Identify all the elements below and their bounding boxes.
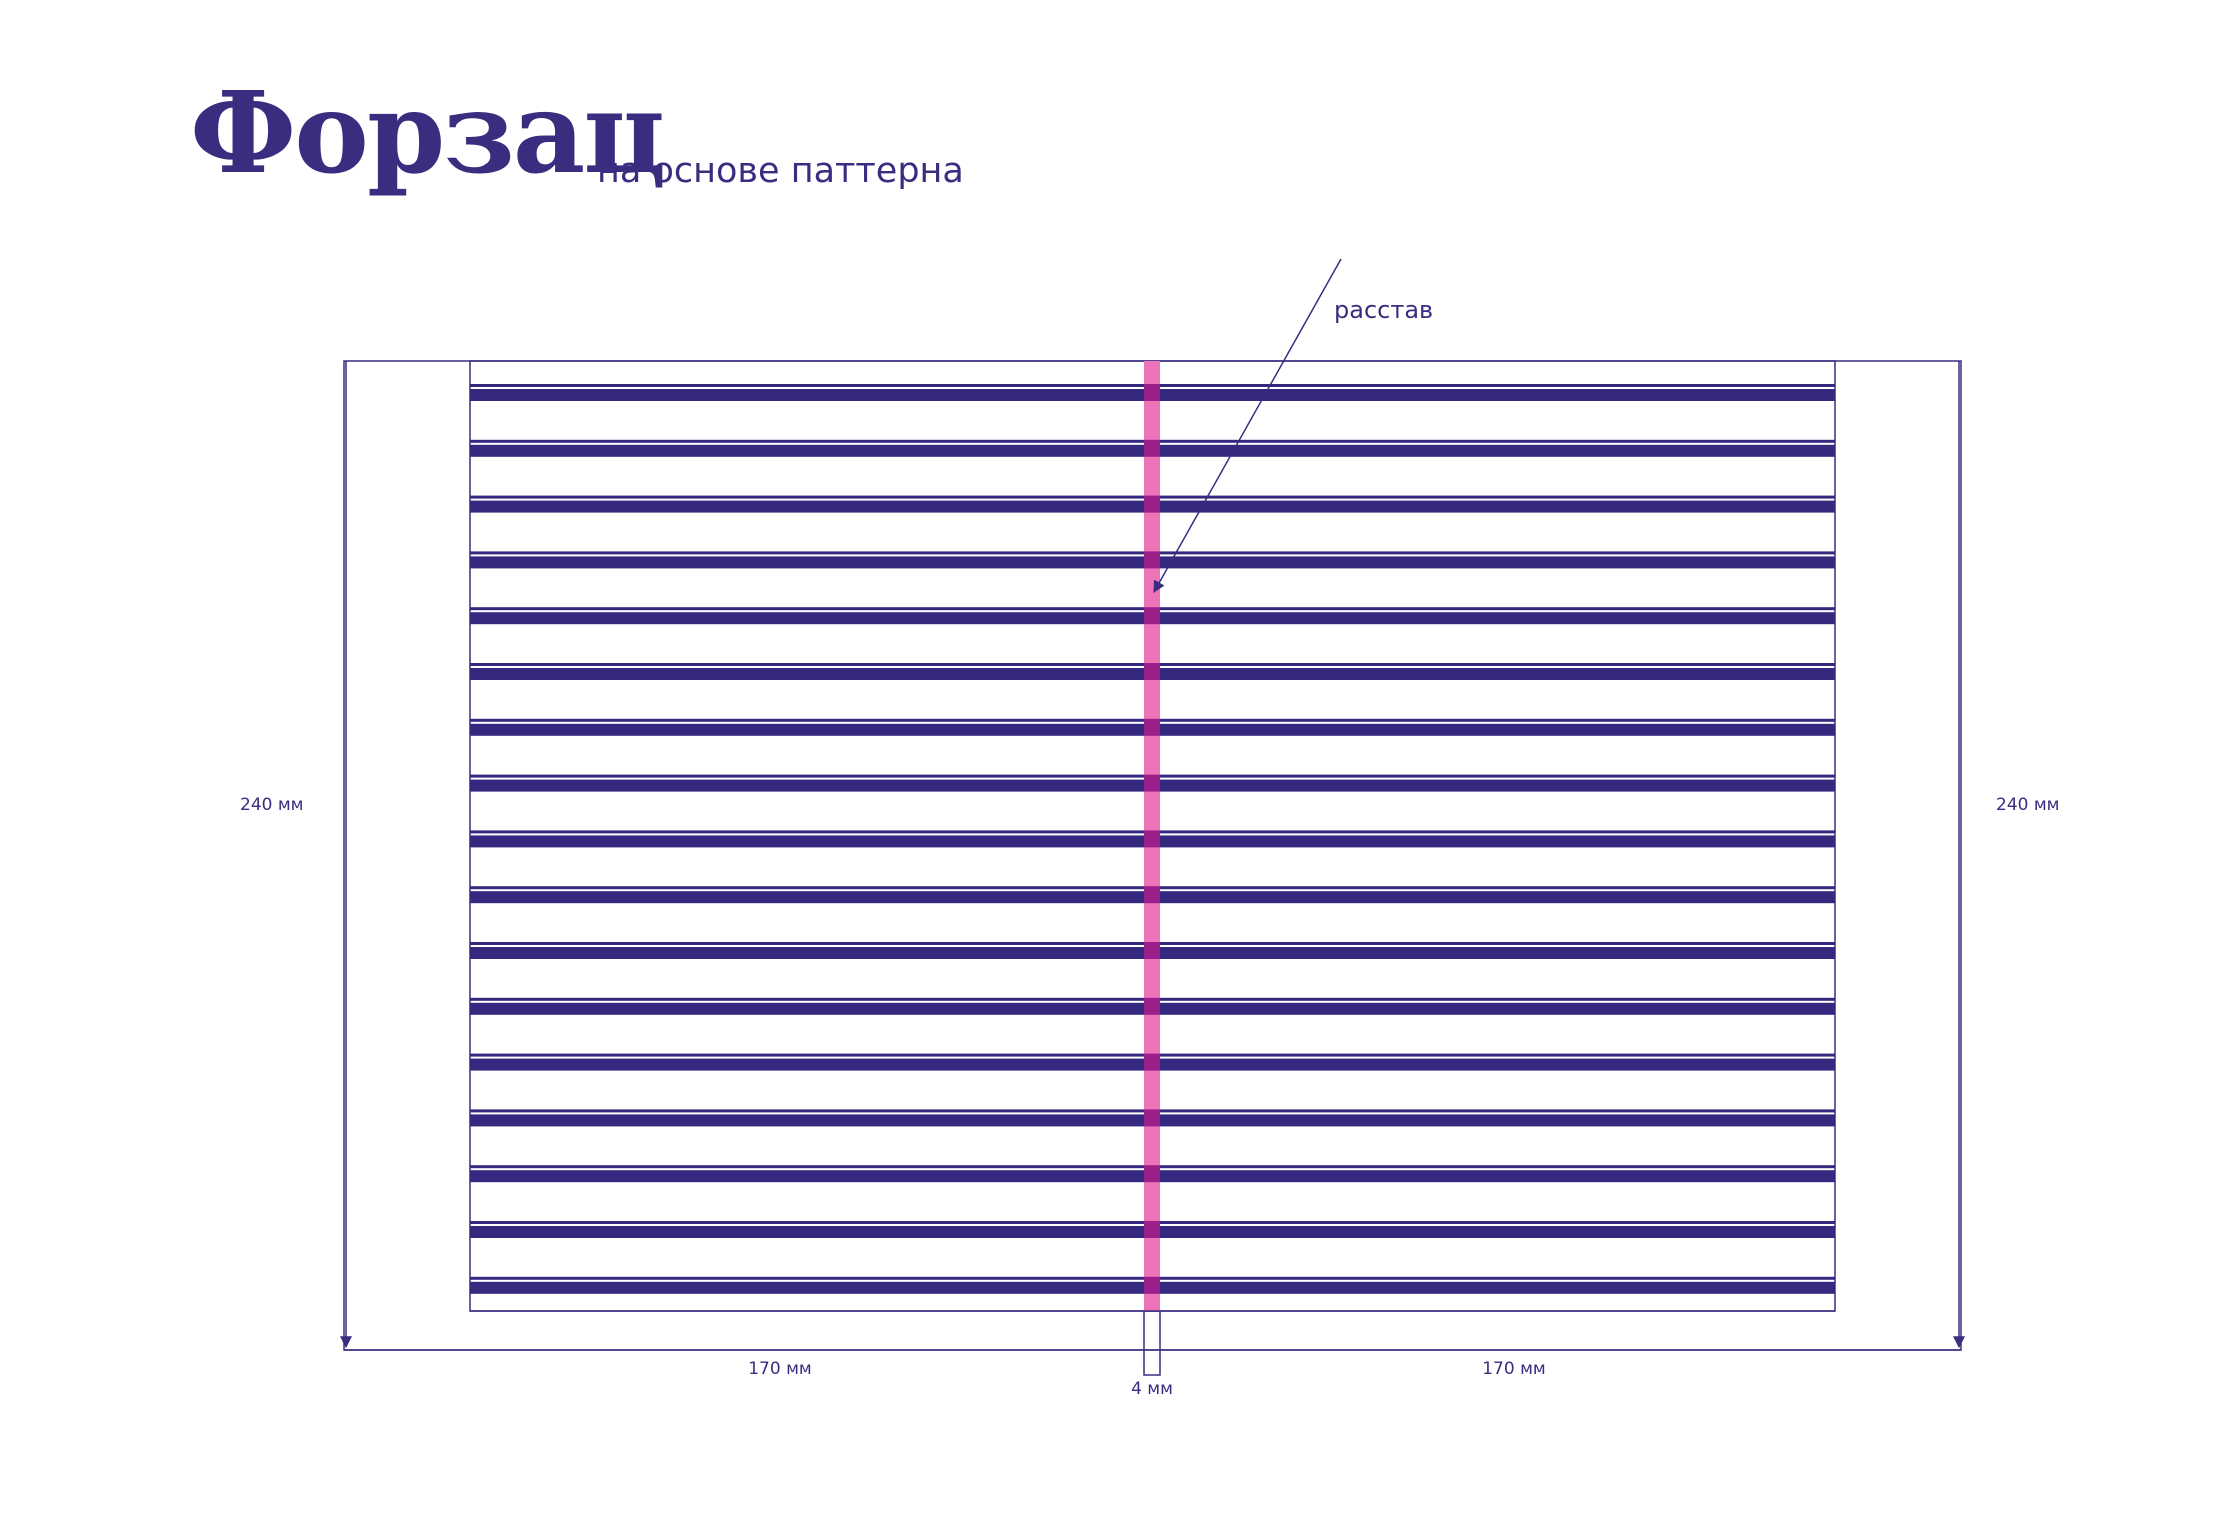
- spine-stripe-overlap: [1144, 830, 1160, 848]
- spine-stripe-overlap: [1144, 663, 1160, 680]
- spine-stripe-overlap: [1144, 1276, 1160, 1294]
- height-label-right: 240 мм: [1996, 795, 2060, 815]
- spine-stripe-overlap: [1144, 997, 1160, 1015]
- spine-stripe-overlap: [1144, 1053, 1160, 1071]
- spine-stripe-overlap: [1144, 1165, 1160, 1183]
- spine-stripe-overlap: [1144, 1221, 1160, 1238]
- spine-stripe-overlap: [1144, 439, 1160, 457]
- page-subtitle: на основе паттерна: [597, 151, 964, 191]
- height-label-left: 240 мм: [240, 795, 304, 815]
- spine-stripe-overlap: [1144, 718, 1160, 736]
- spine-stripe-overlap: [1144, 942, 1160, 959]
- width-label-right: 170 мм: [1482, 1359, 1546, 1379]
- spine-label: расстав: [1334, 296, 1433, 324]
- spine-stripe-overlap: [1144, 607, 1160, 625]
- spine-width-label: 4 мм: [1131, 1379, 1173, 1399]
- spine-stripe-overlap: [1144, 1109, 1160, 1127]
- spine-stripe-overlap: [1144, 774, 1160, 792]
- spine-stripe-overlap: [1144, 495, 1160, 513]
- page-title: Форзац: [190, 68, 666, 199]
- spine-stripe-overlap: [1144, 384, 1160, 401]
- spine-stripe-overlap: [1144, 551, 1160, 569]
- spine-overlaps: [1144, 384, 1160, 1294]
- spine-pointer-arrow: [1153, 258, 1342, 594]
- spine-width-box: [1143, 1310, 1161, 1376]
- width-label-left: 170 мм: [748, 1359, 812, 1379]
- spine-stripe-overlap: [1144, 886, 1160, 904]
